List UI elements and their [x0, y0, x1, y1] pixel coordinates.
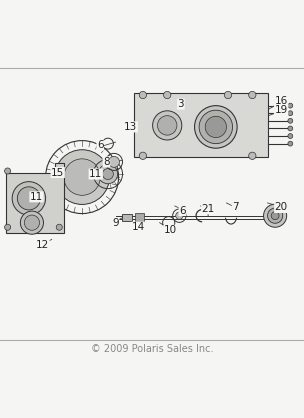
Circle shape: [288, 141, 293, 146]
Circle shape: [271, 212, 279, 219]
Circle shape: [157, 116, 177, 135]
Circle shape: [55, 150, 109, 204]
Circle shape: [98, 164, 118, 184]
Text: 6: 6: [97, 140, 104, 150]
Text: 11: 11: [30, 192, 43, 202]
Circle shape: [109, 156, 119, 167]
Text: 3: 3: [178, 99, 184, 109]
Circle shape: [264, 204, 287, 227]
Circle shape: [249, 92, 256, 99]
Circle shape: [288, 134, 293, 138]
Circle shape: [5, 224, 11, 230]
Circle shape: [20, 211, 43, 234]
Text: 9: 9: [112, 218, 119, 228]
Circle shape: [268, 208, 283, 223]
Polygon shape: [6, 163, 64, 233]
Circle shape: [199, 110, 233, 144]
Circle shape: [43, 191, 52, 200]
Circle shape: [24, 215, 40, 230]
Text: 19: 19: [275, 105, 288, 115]
Text: 12: 12: [36, 240, 49, 250]
Circle shape: [102, 168, 113, 179]
Circle shape: [17, 187, 40, 210]
Circle shape: [164, 92, 171, 99]
Circle shape: [176, 212, 183, 219]
Circle shape: [153, 111, 182, 140]
Circle shape: [288, 118, 293, 123]
Circle shape: [139, 92, 147, 99]
Circle shape: [139, 152, 147, 159]
Text: 11: 11: [89, 169, 102, 179]
Circle shape: [249, 152, 256, 159]
Text: 15: 15: [51, 168, 64, 178]
Bar: [122, 214, 132, 221]
Circle shape: [195, 106, 237, 148]
Text: 20: 20: [275, 202, 288, 212]
Circle shape: [33, 182, 61, 209]
Circle shape: [64, 159, 100, 195]
Text: 21: 21: [202, 204, 215, 214]
Text: 13: 13: [124, 122, 137, 132]
Text: 14: 14: [132, 222, 145, 232]
Polygon shape: [134, 94, 268, 157]
Bar: [135, 213, 144, 222]
Text: 7: 7: [232, 202, 239, 212]
Circle shape: [224, 92, 232, 99]
Text: 6: 6: [179, 206, 186, 216]
Text: 8: 8: [103, 157, 110, 167]
Circle shape: [288, 103, 293, 108]
Text: 16: 16: [275, 96, 288, 106]
Circle shape: [205, 116, 226, 138]
Circle shape: [38, 186, 56, 204]
Circle shape: [5, 168, 11, 174]
Circle shape: [56, 224, 62, 230]
Circle shape: [288, 111, 293, 116]
Text: © 2009 Polaris Sales Inc.: © 2009 Polaris Sales Inc.: [91, 344, 213, 354]
Circle shape: [288, 126, 293, 131]
Circle shape: [56, 168, 62, 174]
Circle shape: [12, 182, 46, 215]
Text: 10: 10: [164, 225, 177, 235]
